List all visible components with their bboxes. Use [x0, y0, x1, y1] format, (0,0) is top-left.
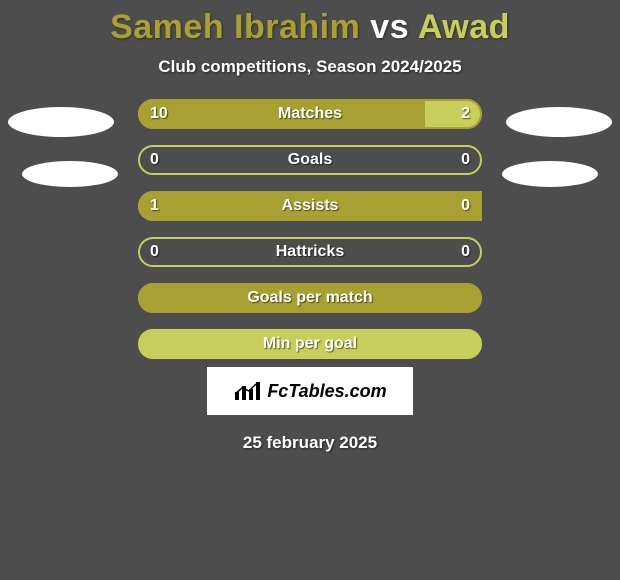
player1-placeholder-shape-2	[22, 161, 118, 187]
player2-name: Awad	[418, 8, 510, 46]
player1-name: Sameh Ibrahim	[110, 8, 360, 46]
stat-label: Goals	[138, 151, 482, 169]
player1-placeholder-shape-1	[8, 107, 114, 137]
logo-text: FcTables.com	[267, 381, 386, 402]
comparison-title: Sameh Ibrahim vs Awad	[0, 0, 620, 47]
footer-date: 25 february 2025	[0, 433, 620, 453]
player2-placeholder-shape-1	[506, 107, 612, 137]
stat-row: 00Goals	[138, 145, 482, 175]
vs-separator: vs	[370, 8, 409, 46]
stat-label: Min per goal	[138, 335, 482, 353]
stat-label: Matches	[138, 105, 482, 123]
stat-row: 10Assists	[138, 191, 482, 221]
comparison-subtitle: Club competitions, Season 2024/2025	[0, 57, 620, 77]
stat-label: Goals per match	[138, 289, 482, 307]
stat-label: Hattricks	[138, 243, 482, 261]
player2-placeholder-shape-2	[502, 161, 598, 187]
stat-row: Min per goal	[138, 329, 482, 359]
stat-row: 102Matches	[138, 99, 482, 129]
stat-row: 00Hattricks	[138, 237, 482, 267]
stat-row: Goals per match	[138, 283, 482, 313]
stat-bars: 102Matches 00Goals 10Assists 00Hattricks Goa…	[138, 99, 482, 375]
stat-label: Assists	[138, 197, 482, 215]
chart-bars-icon	[233, 380, 261, 402]
